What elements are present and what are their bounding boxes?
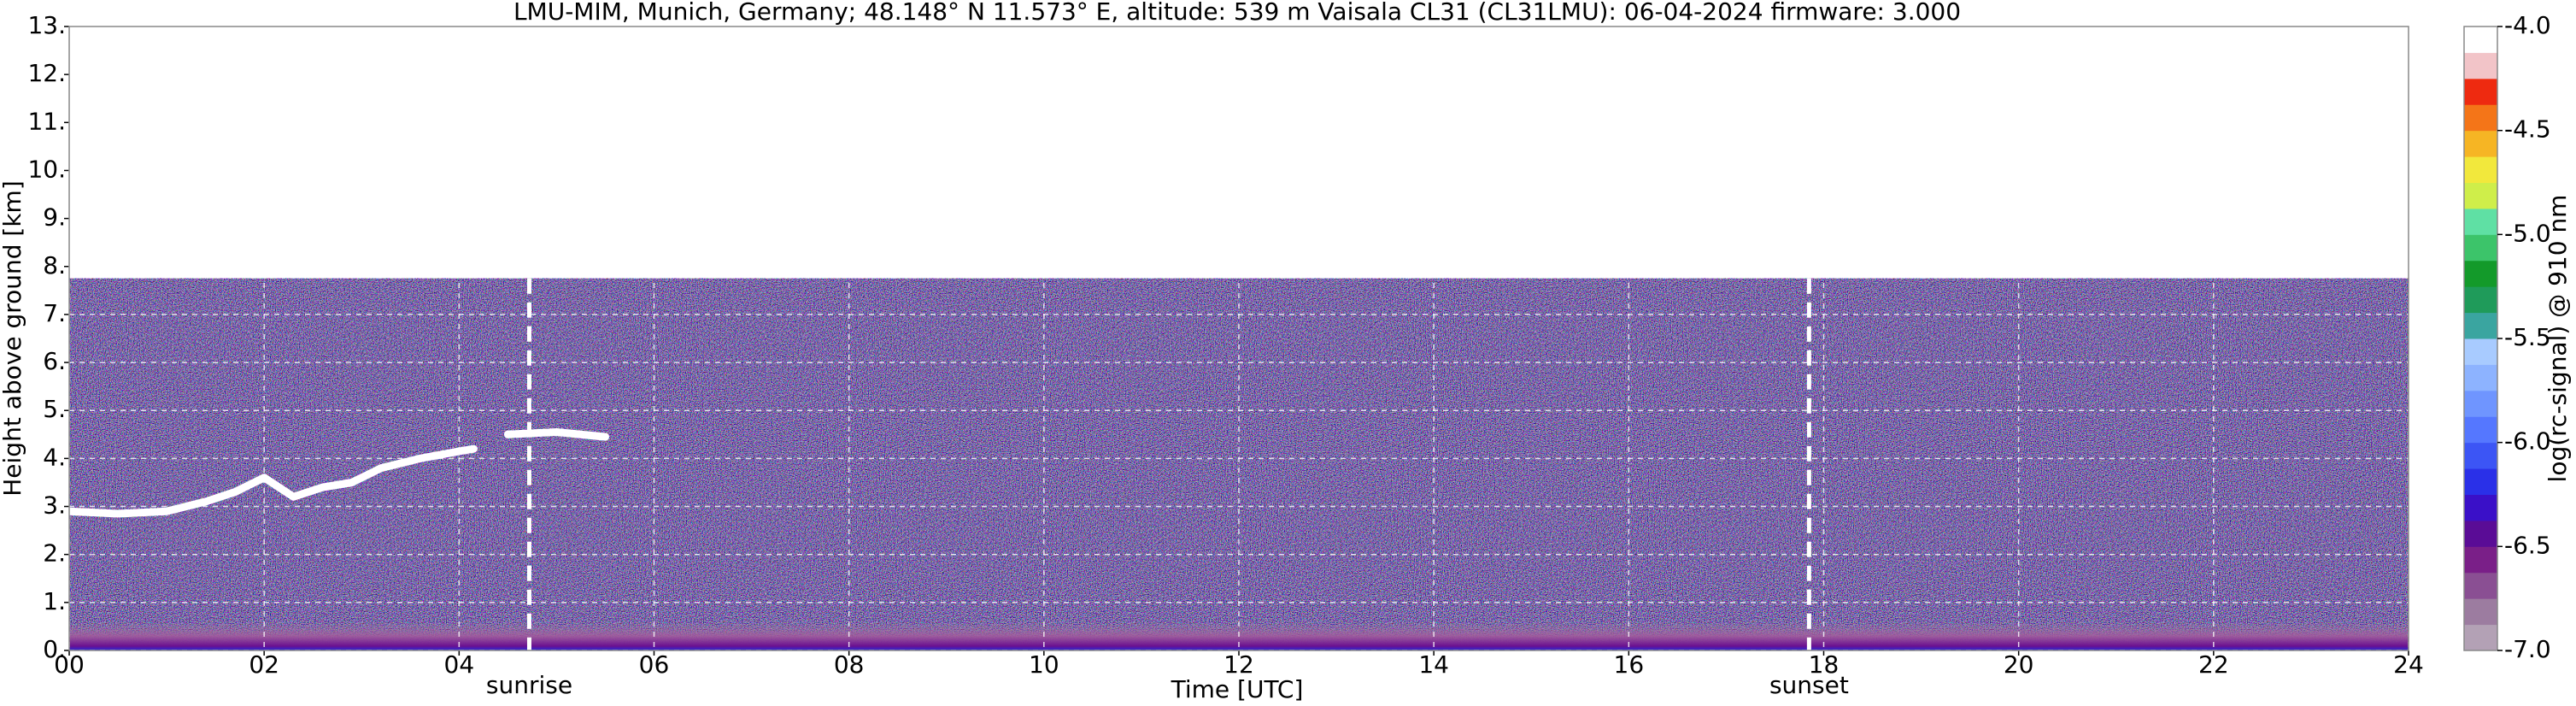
colorbar-band — [2464, 494, 2497, 521]
backscatter-noise — [69, 278, 2409, 650]
colorbar-band — [2464, 364, 2497, 391]
y-tick-label: 12. — [27, 59, 66, 87]
colorbar-band — [2464, 338, 2497, 365]
colorbar-band — [2464, 208, 2497, 235]
y-tick-label: 0. — [43, 635, 66, 663]
y-tick-label: 7. — [43, 299, 66, 327]
colorbar-label: log(rc-signal) @ 910 nm — [2544, 195, 2572, 483]
colorbar-band — [2464, 52, 2497, 79]
colorbar-band — [2464, 468, 2497, 495]
colorbar-band — [2464, 442, 2497, 469]
colorbar-tick-label: -7.0 — [2504, 635, 2551, 663]
colorbar-band — [2464, 598, 2497, 626]
colorbar-band — [2464, 312, 2497, 339]
plot-frame — [68, 26, 2409, 651]
y-tick-label: 10. — [27, 155, 66, 183]
colorbar-band — [2464, 390, 2497, 417]
colorbar-band — [2464, 130, 2497, 157]
colorbar-band — [2464, 104, 2497, 132]
colorbar-tick-label: -5.0 — [2504, 219, 2551, 247]
y-tick-label: 3. — [43, 491, 66, 520]
colorbar-band — [2464, 260, 2497, 287]
y-tick-label: 4. — [43, 443, 66, 471]
y-tick-label: 1. — [43, 587, 66, 615]
y-tick-label: 9. — [43, 203, 66, 232]
colorbar-band — [2464, 26, 2497, 53]
annotation-label: sunrise — [486, 671, 572, 699]
colorbar-band — [2464, 78, 2497, 105]
colorbar-tick-label: -6.0 — [2504, 427, 2551, 456]
colorbar-band — [2464, 624, 2497, 651]
colorbar-band — [2464, 546, 2497, 574]
y-tick-label: 2. — [43, 539, 66, 568]
y-tick-label: 5. — [43, 395, 66, 423]
y-axis-label: Height above ground [km] — [0, 180, 26, 497]
colorbar-band — [2464, 520, 2497, 547]
y-tick-label: 11. — [27, 107, 66, 135]
y-tick-label: 8. — [43, 251, 66, 279]
colorbar-tick-label: -4.0 — [2504, 11, 2551, 39]
colorbar-band — [2464, 416, 2497, 444]
colorbar-band — [2464, 234, 2497, 262]
colorbar-band — [2464, 182, 2497, 209]
colorbar-band — [2464, 572, 2497, 599]
colorbar-band — [2464, 286, 2497, 314]
annotation-label: sunset — [1769, 671, 1849, 699]
x-axis-label: Time [UTC] — [1171, 675, 1304, 703]
chart-title: LMU-MIM, Munich, Germany; 48.148° N 11.5… — [513, 0, 1961, 26]
y-tick-label: 6. — [43, 347, 66, 375]
colorbar-band — [2464, 156, 2497, 183]
colorbar-tick-label: -5.5 — [2504, 323, 2551, 351]
y-tick-label: 13. — [27, 11, 66, 39]
colorbar-tick-label: -4.5 — [2504, 115, 2551, 144]
colorbar-tick-label: -6.5 — [2504, 531, 2551, 559]
